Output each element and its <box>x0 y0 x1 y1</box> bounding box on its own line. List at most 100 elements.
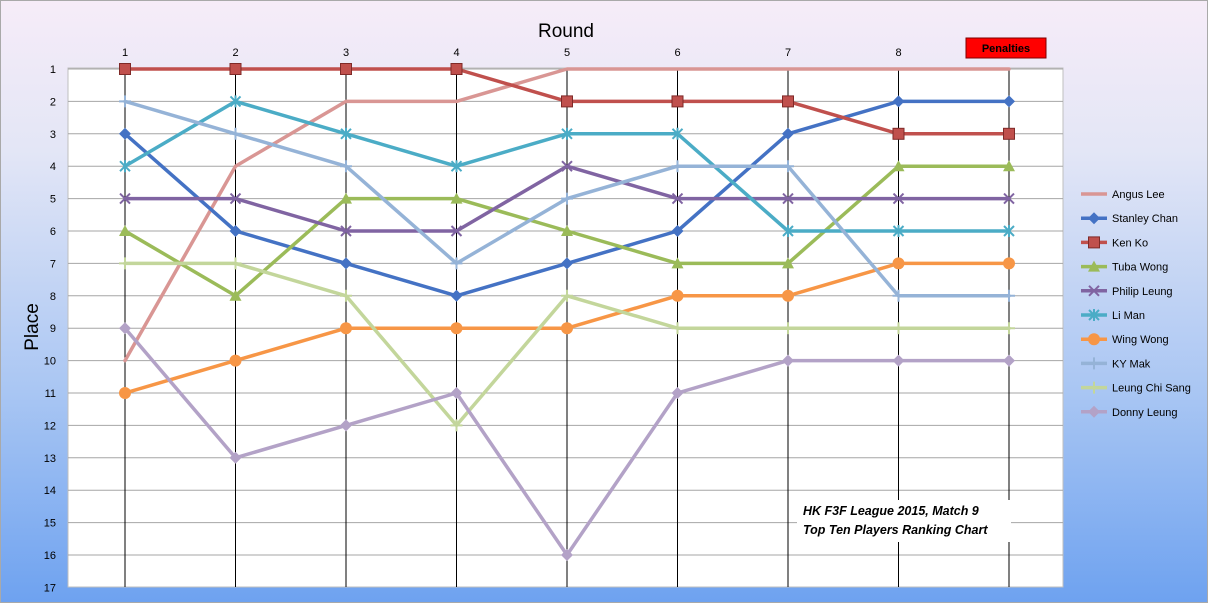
point-ky-mak-8 <box>892 289 905 302</box>
y-tick-12: 12 <box>44 420 56 432</box>
annotation-line-1: HK F3F League 2015, Match 9 <box>803 504 979 518</box>
legend-label-ken-ko: Ken Ko <box>1112 237 1148 249</box>
x-tick-4: 4 <box>453 47 459 59</box>
point-donny-leung-6 <box>671 387 684 399</box>
point-tuba-wong-1 <box>119 225 131 236</box>
point-donny-leung-2 <box>229 451 242 464</box>
point-li-man-1 <box>119 160 131 173</box>
legend-marker-donny-leung <box>1088 405 1100 418</box>
point-ken-ko-2 <box>229 63 242 75</box>
point-philip-leung-7 <box>782 192 794 205</box>
point-donny-leung-9 <box>1003 354 1015 367</box>
point-philip-leung-4 <box>450 225 463 237</box>
legend-item-li-man: Li Man <box>1081 309 1145 322</box>
y-tick-5: 5 <box>50 194 56 206</box>
series-stanley-chan <box>119 95 1015 302</box>
legend-marker-stanley-chan <box>1088 212 1100 225</box>
y-tick-14: 14 <box>44 485 56 497</box>
point-philip-leung-6 <box>671 192 684 205</box>
point-wing-wong-6 <box>671 289 684 302</box>
point-stanley-chan-5 <box>561 257 573 270</box>
point-leung-chi-sang-2 <box>229 257 242 270</box>
penalties-label: Penalties <box>965 37 1047 59</box>
y-tick-9: 9 <box>50 323 56 335</box>
point-stanley-chan-7 <box>782 127 794 140</box>
series-donny-leung <box>119 322 1015 561</box>
point-wing-wong-2 <box>229 354 242 367</box>
point-wing-wong-3 <box>340 322 352 335</box>
y-axis-title: Place <box>22 303 43 351</box>
legend-label-ky-mak: KY Mak <box>1112 358 1151 370</box>
point-donny-leung-1 <box>119 322 131 335</box>
point-donny-leung-7 <box>782 354 794 367</box>
legend-label-li-man: Li Man <box>1112 310 1145 322</box>
point-philip-leung-8 <box>892 192 905 205</box>
point-li-man-7 <box>782 225 794 237</box>
legend-marker-ken-ko <box>1088 236 1100 249</box>
legend-item-tuba-wong: Tuba Wong <box>1081 260 1168 274</box>
legend-marker-ky-mak <box>1088 357 1100 370</box>
point-ky-mak-6 <box>671 160 684 173</box>
point-donny-leung-8 <box>892 354 905 367</box>
legend-marker-tuba-wong <box>1088 260 1100 272</box>
y-tick-13: 13 <box>44 453 56 465</box>
series-ken-ko <box>119 63 1015 140</box>
legend-label-donny-leung: Donny Leung <box>1112 407 1177 419</box>
point-ky-mak-5 <box>561 192 573 205</box>
point-ky-mak-4 <box>450 257 463 270</box>
point-wing-wong-7 <box>782 289 794 302</box>
series-ky-mak <box>119 95 1015 302</box>
point-ky-mak-9 <box>1003 289 1015 302</box>
legend-marker-philip-leung <box>1088 285 1100 297</box>
point-stanley-chan-1 <box>119 127 131 140</box>
legend-label-tuba-wong: Tuba Wong <box>1112 262 1168 274</box>
point-leung-chi-sang-7 <box>782 322 794 335</box>
legend-marker-leung-chi-sang <box>1088 381 1100 394</box>
point-li-man-2 <box>229 95 242 108</box>
legend-item-angus-lee: Angus Lee <box>1081 189 1165 201</box>
x-axis-title: Round <box>538 21 594 42</box>
y-tick-10: 10 <box>44 356 56 368</box>
point-philip-leung-3 <box>340 225 352 237</box>
point-ken-ko-9 <box>1003 127 1015 140</box>
y-tick-11: 11 <box>45 388 56 400</box>
legend-label-stanley-chan: Stanley Chan <box>1112 213 1178 225</box>
point-wing-wong-4 <box>450 322 463 335</box>
legend: Angus Lee Stanley Chan Ken Ko Tuba Wong Phil… <box>1081 189 1191 419</box>
point-tuba-wong-4 <box>450 192 463 204</box>
point-philip-leung-2 <box>229 192 242 205</box>
legend-label-leung-chi-sang: Leung Chi Sang <box>1112 383 1191 395</box>
y-tick-8: 8 <box>50 291 56 303</box>
point-philip-leung-5 <box>561 160 573 172</box>
y-tick-4: 4 <box>50 161 56 173</box>
point-tuba-wong-2 <box>229 289 242 301</box>
point-leung-chi-sang-9 <box>1003 322 1015 335</box>
legend-item-donny-leung: Donny Leung <box>1081 405 1177 419</box>
x-tick-3: 3 <box>343 47 349 59</box>
point-tuba-wong-9 <box>1003 160 1015 172</box>
legend-item-philip-leung: Philip Leung <box>1081 285 1173 298</box>
point-li-man-4 <box>450 160 463 173</box>
point-donny-leung-3 <box>340 419 352 432</box>
point-wing-wong-5 <box>561 322 573 335</box>
point-stanley-chan-3 <box>340 257 352 270</box>
point-ken-ko-8 <box>892 127 905 140</box>
x-tick-5: 5 <box>564 47 570 59</box>
y-tick-16: 16 <box>44 550 56 562</box>
legend-marker-wing-wong <box>1088 333 1100 346</box>
point-ken-ko-7 <box>782 95 794 108</box>
series-leung-chi-sang <box>119 257 1015 432</box>
point-wing-wong-9 <box>1003 257 1015 270</box>
y-tick-2: 2 <box>50 96 56 108</box>
point-stanley-chan-2 <box>229 225 242 237</box>
point-tuba-wong-3 <box>340 192 352 204</box>
point-ken-ko-6 <box>671 95 684 108</box>
legend-label-angus-lee: Angus Lee <box>1112 189 1165 201</box>
point-leung-chi-sang-1 <box>119 257 131 270</box>
point-stanley-chan-4 <box>450 289 463 302</box>
series-li-man <box>119 95 1015 237</box>
point-tuba-wong-6 <box>671 257 684 269</box>
point-tuba-wong-8 <box>892 160 905 172</box>
point-ken-ko-4 <box>450 63 463 75</box>
